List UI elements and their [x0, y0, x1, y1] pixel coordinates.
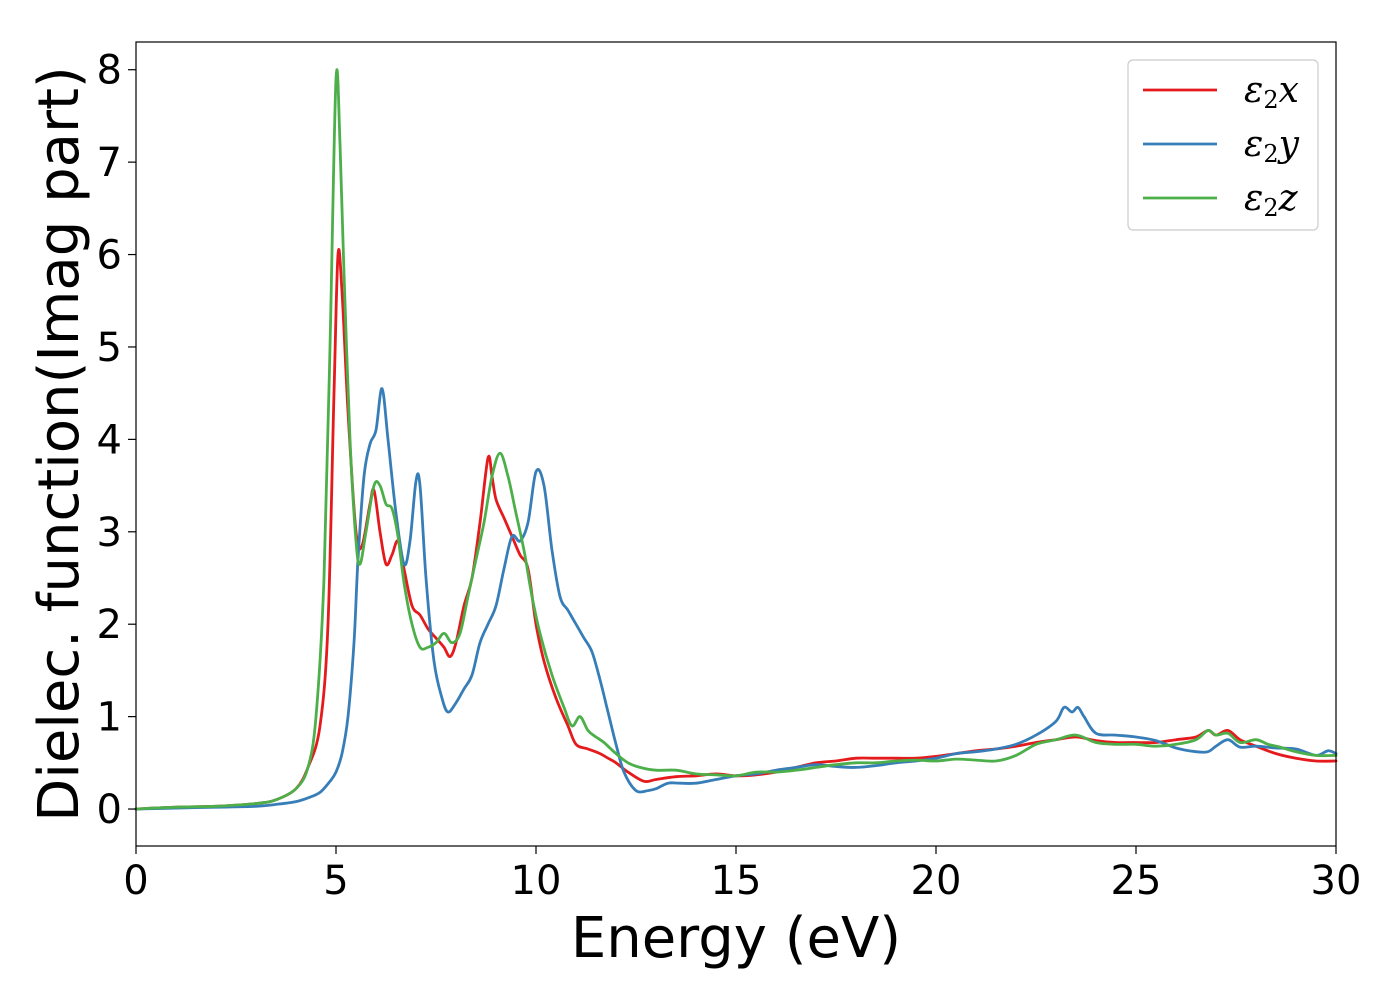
y-tick-label: 0: [97, 787, 122, 833]
y-tick-label: 2: [97, 602, 122, 648]
x-tick-label: 15: [711, 858, 762, 904]
x-axis-label: Energy (eV): [571, 906, 901, 971]
series-line-z: [134, 68, 1338, 811]
y-axis-ticks: 0 1 2 3 4 5 6 7 8: [97, 48, 136, 833]
y-axis-label: Dielec. function(Imag part): [27, 66, 92, 822]
legend: ε2x ε2y ε2z: [1127, 59, 1319, 231]
x-tick-label: 30: [1311, 858, 1362, 904]
y-tick-label: 1: [97, 695, 122, 741]
x-axis-ticks: 0 5 10 15 20 25 30: [123, 846, 1361, 904]
x-tick-label: 5: [323, 858, 348, 904]
legend-label-z: ε2z: [1244, 178, 1299, 222]
y-tick-label: 6: [97, 233, 122, 279]
x-tick-label: 25: [1111, 858, 1162, 904]
x-tick-label: 20: [911, 858, 962, 904]
series-lines: [134, 68, 1338, 811]
y-tick-label: 4: [97, 417, 122, 463]
x-tick-label: 10: [511, 858, 562, 904]
legend-label-y: ε2y: [1244, 124, 1300, 168]
x-tick-label: 0: [123, 858, 148, 904]
y-tick-label: 5: [97, 325, 122, 371]
y-tick-label: 7: [97, 140, 122, 186]
legend-frame: [1127, 59, 1319, 231]
y-tick-label: 3: [97, 510, 122, 556]
y-tick-label: 8: [97, 48, 122, 94]
legend-label-x: ε2x: [1244, 70, 1299, 114]
series-line-y: [134, 387, 1338, 811]
